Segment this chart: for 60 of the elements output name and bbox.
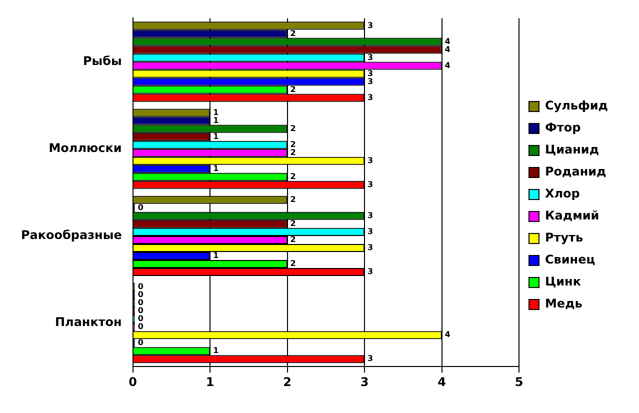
x-tick-label: 0: [128, 374, 138, 389]
legend-label: Цианид: [544, 142, 600, 157]
x-tick-label: 2: [283, 374, 292, 389]
data-label: 4: [444, 330, 451, 340]
data-label: 2: [290, 172, 296, 181]
data-label: 3: [368, 76, 374, 86]
data-label: 3: [368, 156, 374, 165]
data-label: 3: [368, 227, 374, 236]
legend-label: Фтор: [544, 120, 582, 135]
data-label: 4: [444, 44, 451, 54]
legend-label: Медь: [544, 296, 583, 311]
data-label: 3: [368, 68, 374, 78]
legend-label: Ртуть: [544, 230, 584, 245]
data-label: 2: [290, 140, 296, 149]
data-label: 2: [290, 259, 296, 268]
legend-label: Свинец: [544, 252, 596, 267]
y-tick-label: Планктон: [54, 315, 122, 330]
data-label: 2: [290, 219, 296, 228]
data-label: 3: [368, 267, 374, 276]
data-label: 0: [138, 338, 144, 348]
data-label: 1: [213, 251, 220, 260]
data-label: 1: [213, 108, 220, 117]
data-label: 4: [444, 36, 451, 46]
x-tick-label: 1: [206, 374, 214, 389]
y-tick-label: Моллюски: [48, 140, 122, 155]
data-label: 0: [138, 314, 144, 324]
x-tick-label: 3: [360, 374, 369, 389]
legend-label: Цинк: [544, 274, 581, 289]
data-label: 2: [290, 194, 296, 204]
legend-label: Хлор: [544, 186, 580, 201]
data-label: 1: [213, 346, 220, 356]
data-label: 0: [138, 322, 144, 332]
data-label: 1: [213, 132, 220, 141]
data-label: 0: [138, 290, 144, 300]
data-label: 2: [290, 28, 296, 38]
data-label: 3: [368, 20, 374, 30]
data-label: 3: [368, 92, 374, 102]
x-tick-label: 4: [438, 374, 446, 389]
data-label: 3: [368, 52, 374, 62]
data-label: 0: [138, 202, 144, 212]
data-label: 0: [138, 282, 144, 292]
data-label: 2: [290, 84, 296, 94]
data-label: 0: [138, 298, 144, 308]
data-label: 4: [444, 60, 451, 70]
data-label: 1: [213, 116, 220, 125]
y-tick-label: Ракообразные: [20, 228, 122, 242]
data-label: 0: [138, 306, 144, 316]
data-label: 2: [290, 148, 296, 157]
data-label: 2: [290, 124, 296, 133]
legend-label: Сульфид: [544, 98, 608, 113]
data-label: 1: [213, 164, 220, 173]
y-tick-label: Рыбы: [82, 54, 122, 68]
data-label: 3: [368, 180, 374, 189]
legend-label: Роданид: [544, 164, 607, 179]
legend-label: Кадмий: [544, 208, 600, 223]
data-label: 2: [290, 235, 296, 244]
x-tick-label: 5: [514, 374, 524, 389]
data-label: 3: [368, 210, 374, 220]
data-label: 3: [368, 354, 374, 364]
data-label: 3: [368, 243, 374, 252]
